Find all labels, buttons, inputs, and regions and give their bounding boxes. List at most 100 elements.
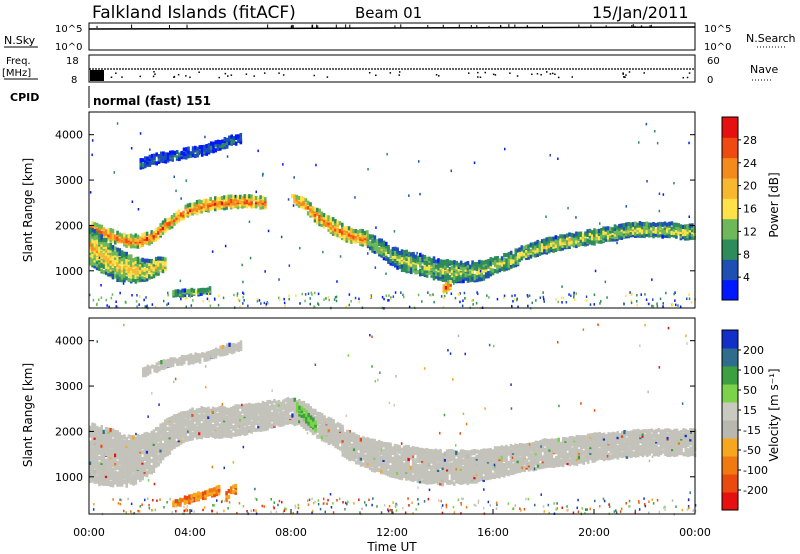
scatter-cell: [109, 461, 113, 466]
nave-point: [557, 76, 560, 79]
scatter-cell: [627, 222, 630, 227]
scatter-cell: [675, 228, 678, 233]
scatter-cell: [675, 222, 678, 227]
scatter-cell: [329, 220, 333, 225]
scatter-cell: [227, 194, 231, 199]
scatter-cell: [141, 450, 144, 455]
scatter-cell: [403, 265, 406, 270]
scatter-cell: [575, 239, 578, 244]
scatter-cell: [411, 466, 415, 471]
scatter-cell: [139, 243, 142, 248]
scatter-cell: [243, 194, 247, 199]
scatter-cell: [98, 253, 101, 259]
noise-cell: [562, 296, 565, 300]
scatter-cell: [207, 148, 211, 153]
noise-cell: [243, 292, 245, 296]
scatter-cell: [104, 263, 108, 268]
scatter-cell: [139, 444, 142, 449]
scatter-cell: [659, 233, 662, 238]
scatter-cell: [93, 430, 97, 435]
scatter-cell: [427, 475, 431, 480]
scatter-cell: [414, 476, 417, 481]
scatter-cell: [227, 433, 231, 438]
scatter-cell: [527, 249, 530, 254]
sparse-cell: [567, 206, 569, 210]
scatter-cell: [132, 435, 135, 440]
scatter-cell: [169, 153, 172, 158]
noise-cell: [417, 293, 420, 297]
scatter-cell: [371, 438, 374, 443]
scatter-cell: [100, 443, 103, 448]
scatter-cell: [391, 450, 395, 455]
sparse-cell: [504, 147, 506, 151]
nsky-label: N.Sky: [4, 34, 36, 47]
scatter-cell: [145, 239, 149, 244]
scatter-cell: [214, 412, 217, 417]
scatter-cell: [98, 441, 101, 446]
nave-point: [540, 73, 542, 76]
sparse-cell: [185, 179, 187, 182]
scatter-cell: [670, 230, 674, 235]
scatter-cell: [91, 225, 94, 231]
scatter-cell: [252, 421, 256, 426]
scatter-cell: [123, 268, 126, 273]
scatter-cell: [166, 445, 169, 450]
scatter-cell: [439, 276, 443, 281]
scatter-cell: [591, 234, 594, 239]
scatter-cell: [189, 207, 192, 212]
scatter-cell: [209, 432, 212, 437]
scatter-cell: [187, 154, 190, 159]
noise-cell: [115, 300, 117, 303]
scatter-cell: [98, 435, 101, 440]
noise-cell: [430, 294, 433, 297]
scatter-cell: [102, 249, 106, 254]
scatter-cell: [120, 265, 124, 271]
scatter-cell: [489, 257, 493, 262]
noise-cell: [206, 297, 209, 301]
scatter-cell: [411, 463, 415, 468]
scatter-cell: [293, 416, 297, 421]
scatter-cell: [111, 441, 115, 446]
scatter-cell: [125, 452, 128, 457]
scatter-cell: [396, 460, 399, 465]
scatter-cell: [359, 239, 362, 245]
nave-tick-low: 0: [707, 75, 713, 86]
scatter-cell: [223, 422, 226, 427]
noise-cell: [207, 292, 210, 296]
scatter-cell: [686, 224, 689, 229]
nave-point: [554, 73, 556, 76]
scatter-cell: [507, 254, 511, 259]
scatter-cell: [394, 246, 397, 251]
noise-cell: [600, 300, 602, 303]
scatter-cell: [389, 261, 393, 266]
scatter-cell: [268, 412, 272, 417]
noise-cell: [573, 293, 575, 297]
scatter-cell: [416, 446, 420, 452]
noise-cell: [238, 299, 241, 303]
noise-cell: [190, 304, 193, 307]
scatter-cell: [243, 403, 247, 408]
scatter-cell: [104, 234, 108, 239]
scatter-cell: [104, 448, 108, 453]
scatter-cell: [286, 400, 290, 406]
scatter-cell: [129, 476, 133, 482]
scatter-cell: [264, 422, 267, 428]
scatter-cell: [234, 430, 237, 435]
scatter-cell: [98, 244, 101, 249]
scatter-cell: [366, 461, 370, 466]
scatter-cell: [159, 440, 162, 445]
scatter-cell: [239, 203, 242, 208]
scatter-cell: [309, 202, 312, 207]
scatter-cell: [563, 243, 567, 248]
scatter-cell: [345, 229, 349, 234]
scatter-cell: [679, 224, 683, 229]
scatter-cell: [125, 257, 128, 262]
scatter-cell: [132, 234, 135, 239]
scatter-cell: [407, 473, 410, 478]
scatter-cell: [170, 415, 174, 420]
scatter-cell: [104, 229, 108, 234]
scatter-cell: [268, 399, 272, 405]
scatter-cell: [118, 236, 122, 241]
sparse-cell: [226, 155, 229, 158]
scatter-cell: [221, 139, 224, 144]
